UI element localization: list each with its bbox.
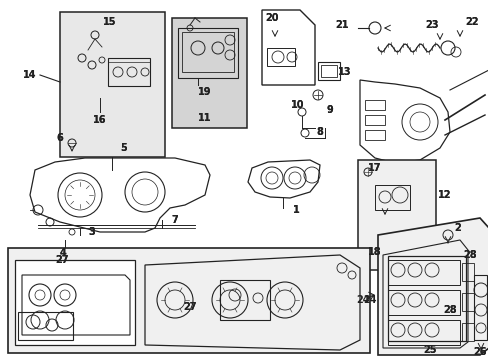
- Bar: [387, 260, 459, 285]
- Text: 16: 16: [93, 115, 106, 125]
- Bar: [387, 290, 459, 315]
- Text: 12: 12: [437, 190, 451, 200]
- Bar: [266, 48, 294, 66]
- Text: 8: 8: [316, 127, 323, 137]
- Text: 28: 28: [462, 250, 476, 260]
- Bar: [364, 100, 384, 110]
- Text: 27: 27: [183, 302, 196, 312]
- Text: 23: 23: [425, 20, 438, 30]
- Text: 20: 20: [264, 13, 278, 23]
- Text: 28: 28: [462, 250, 476, 260]
- Text: 14: 14: [23, 70, 37, 80]
- Text: 11: 11: [198, 113, 211, 123]
- Text: 18: 18: [367, 247, 381, 257]
- Bar: [461, 323, 473, 341]
- Text: 27: 27: [55, 255, 69, 265]
- Text: 9: 9: [326, 105, 333, 115]
- Text: 28: 28: [442, 305, 456, 315]
- Bar: [8, 248, 369, 353]
- Text: 14: 14: [23, 70, 37, 80]
- Bar: [374, 185, 409, 210]
- Bar: [317, 62, 339, 80]
- Text: 9: 9: [326, 105, 333, 115]
- Text: 17: 17: [367, 163, 381, 173]
- Text: 3: 3: [88, 227, 95, 237]
- Text: 16: 16: [93, 115, 106, 125]
- Text: 22: 22: [464, 17, 478, 27]
- Text: 7: 7: [171, 215, 178, 225]
- Text: 26: 26: [472, 347, 486, 357]
- Text: 10: 10: [291, 100, 304, 110]
- Text: 24: 24: [363, 295, 376, 305]
- Text: 11: 11: [198, 113, 211, 123]
- Text: 10: 10: [291, 100, 304, 110]
- Text: 21: 21: [335, 20, 348, 30]
- Text: 25: 25: [423, 345, 436, 355]
- Polygon shape: [262, 10, 314, 85]
- Text: 7: 7: [171, 215, 178, 225]
- Text: 1: 1: [292, 205, 299, 215]
- Text: 3: 3: [88, 227, 95, 237]
- Text: 8: 8: [316, 127, 323, 137]
- Bar: [461, 293, 473, 311]
- Text: 15: 15: [103, 17, 117, 27]
- Bar: [461, 263, 473, 281]
- Bar: [60, 12, 164, 157]
- Text: 17: 17: [367, 163, 381, 173]
- Bar: [364, 115, 384, 125]
- Text: 22: 22: [464, 17, 478, 27]
- Bar: [182, 32, 234, 72]
- Text: 12: 12: [437, 190, 451, 200]
- Text: 4: 4: [60, 248, 66, 258]
- Text: 1: 1: [292, 205, 299, 215]
- Text: 19: 19: [198, 87, 211, 97]
- Text: 21: 21: [335, 20, 348, 30]
- Text: 19: 19: [198, 87, 211, 97]
- Text: 13: 13: [338, 67, 351, 77]
- Bar: [387, 320, 459, 345]
- Polygon shape: [377, 218, 488, 355]
- Text: 5: 5: [121, 143, 127, 153]
- Bar: [178, 28, 238, 78]
- Text: 13: 13: [338, 67, 351, 77]
- Bar: [387, 256, 465, 341]
- Text: 26: 26: [472, 347, 486, 357]
- Bar: [364, 130, 384, 140]
- Text: 20: 20: [264, 13, 278, 23]
- Text: 6: 6: [57, 133, 63, 143]
- Text: 18: 18: [367, 247, 381, 257]
- Text: 23: 23: [425, 20, 438, 30]
- Text: 24: 24: [356, 295, 369, 305]
- Bar: [15, 260, 135, 345]
- Text: 4: 4: [60, 248, 66, 258]
- Text: 15: 15: [103, 17, 117, 27]
- Bar: [357, 160, 435, 270]
- Bar: [108, 58, 150, 86]
- Text: 27: 27: [183, 302, 196, 312]
- Text: 28: 28: [442, 305, 456, 315]
- Text: 5: 5: [121, 143, 127, 153]
- Text: 2: 2: [454, 223, 461, 233]
- Bar: [220, 280, 269, 320]
- Text: 27: 27: [55, 255, 69, 265]
- Bar: [320, 65, 336, 77]
- Text: 25: 25: [423, 345, 436, 355]
- Bar: [18, 312, 73, 340]
- Text: 6: 6: [57, 133, 63, 143]
- Bar: [172, 18, 246, 128]
- Text: 2: 2: [454, 223, 461, 233]
